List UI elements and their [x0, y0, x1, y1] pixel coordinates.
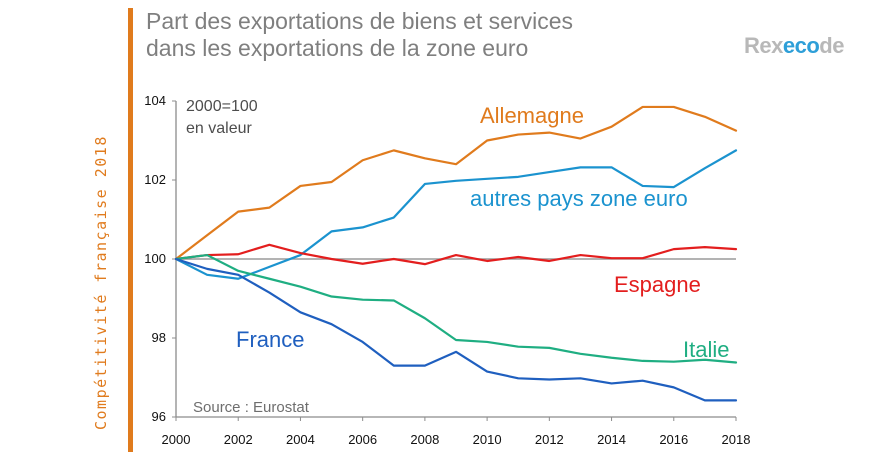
x-tick-label: 2012 [535, 432, 564, 447]
y-tick-label: 104 [144, 93, 166, 108]
logo-part-2: eco [782, 33, 820, 58]
series-layer [174, 105, 738, 402]
accent-bar [128, 8, 133, 452]
note-line-1: 2000=100 [186, 98, 258, 115]
y-tick-label: 100 [144, 251, 166, 266]
series-line-allemagne [174, 105, 738, 261]
note-line-2: en valeur [186, 120, 252, 137]
series-line-espagne [174, 243, 738, 266]
x-tick-label: 2004 [286, 432, 315, 447]
x-tick-label: 2014 [597, 432, 626, 447]
y-tick-label: 98 [152, 330, 166, 345]
x-tick-label: 2018 [722, 432, 751, 447]
series-label-autres-pays: autres pays zone euro [470, 186, 688, 211]
x-tick-label: 2016 [659, 432, 688, 447]
y-tick-label: 102 [144, 172, 166, 187]
x-tick-label: 2002 [224, 432, 253, 447]
logo-part-3: de [819, 33, 844, 58]
series-line-autres-pays [174, 149, 738, 280]
x-tick-label: 2000 [162, 432, 191, 447]
title-line-1: Part des exportations de biens et servic… [146, 8, 574, 34]
series-line-france [174, 257, 738, 402]
rexecode-logo: Rexecode [744, 33, 844, 59]
x-tick-label: 2006 [348, 432, 377, 447]
y-tick-label: 96 [152, 409, 166, 424]
x-tick-label: 2008 [410, 432, 439, 447]
series-label-italie: Italie [683, 337, 729, 362]
series-label-allemagne: Allemagne [480, 103, 584, 128]
logo-part-1: Rex [744, 33, 783, 58]
series-line-italie [174, 253, 738, 364]
series-label-espagne: Espagne [614, 272, 701, 297]
chart-title: Part des exportations de biens et servic… [146, 8, 573, 62]
x-tick-label: 2010 [473, 432, 502, 447]
source-text: Source : Eurostat [193, 399, 310, 416]
series-label-france: France [236, 327, 304, 352]
title-line-2: dans les exportations de la zone euro [146, 35, 529, 61]
labels-layer: Allemagne autres pays zone euro Espagne Ita… [236, 103, 729, 362]
